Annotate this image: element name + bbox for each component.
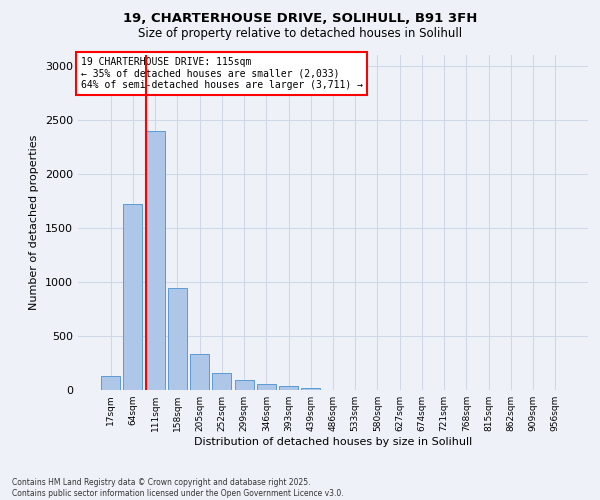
Bar — [190, 354, 209, 390]
Bar — [235, 380, 254, 390]
Text: 19 CHARTERHOUSE DRIVE: 115sqm
← 35% of detached houses are smaller (2,033)
64% o: 19 CHARTERHOUSE DRIVE: 115sqm ← 35% of d… — [80, 56, 362, 90]
Bar — [101, 376, 120, 390]
Bar — [146, 130, 164, 390]
Text: 19, CHARTERHOUSE DRIVE, SOLIHULL, B91 3FH: 19, CHARTERHOUSE DRIVE, SOLIHULL, B91 3F… — [123, 12, 477, 26]
Bar — [168, 288, 187, 390]
Bar — [124, 204, 142, 390]
Bar — [301, 388, 320, 390]
Bar — [257, 384, 276, 390]
Text: Contains HM Land Registry data © Crown copyright and database right 2025.
Contai: Contains HM Land Registry data © Crown c… — [12, 478, 344, 498]
X-axis label: Distribution of detached houses by size in Solihull: Distribution of detached houses by size … — [194, 437, 472, 447]
Text: Size of property relative to detached houses in Solihull: Size of property relative to detached ho… — [138, 28, 462, 40]
Bar — [212, 373, 231, 390]
Bar — [279, 386, 298, 390]
Y-axis label: Number of detached properties: Number of detached properties — [29, 135, 40, 310]
